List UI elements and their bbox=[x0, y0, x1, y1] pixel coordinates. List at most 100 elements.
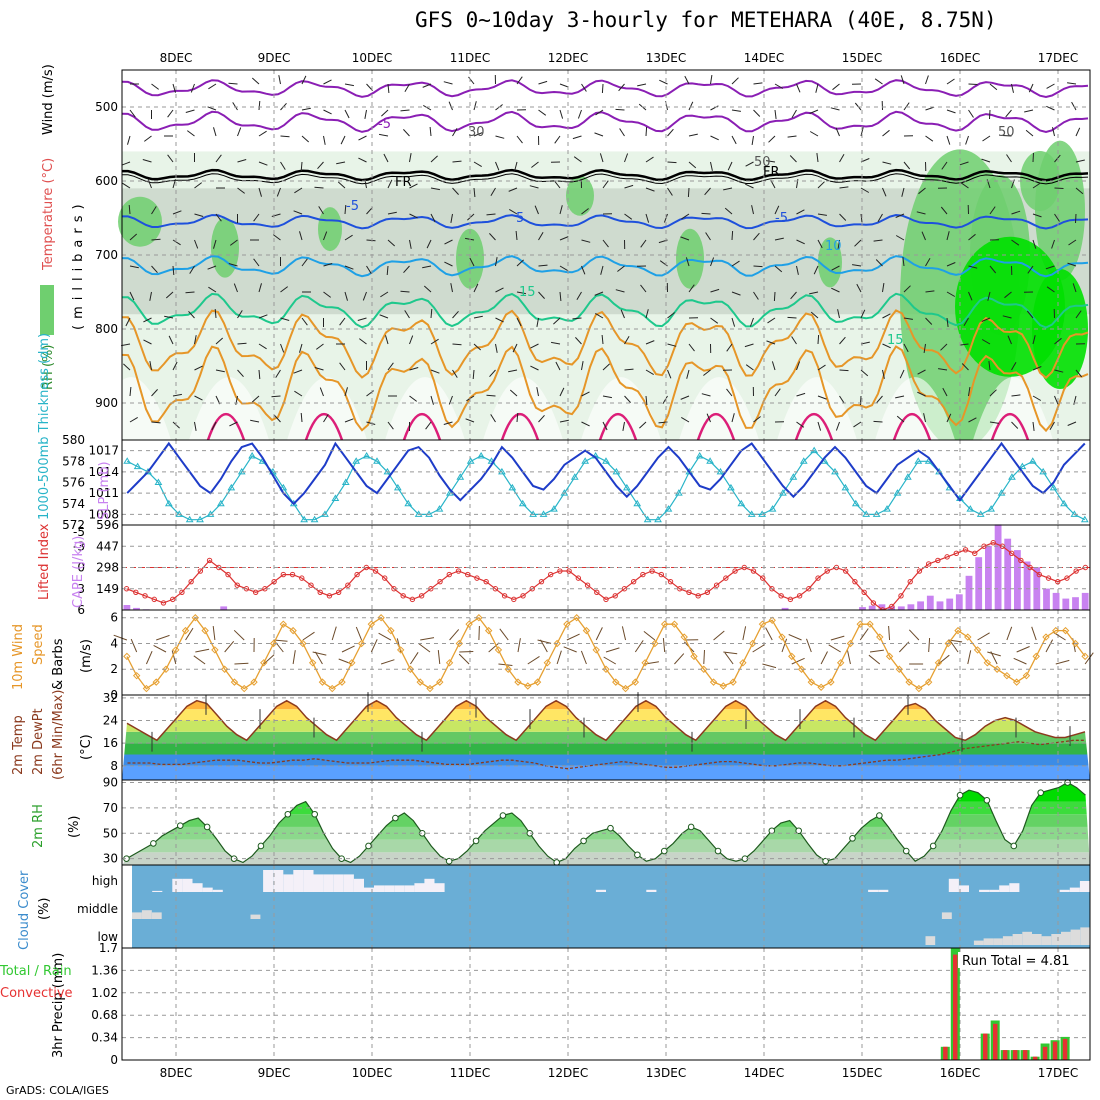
wind10m-barb bbox=[566, 633, 580, 641]
cloud-cell bbox=[343, 874, 354, 892]
wind10m-barb bbox=[437, 650, 441, 665]
wind-barb bbox=[640, 284, 647, 293]
cloud-cell bbox=[363, 887, 374, 892]
wind-speed-marker bbox=[846, 639, 855, 648]
wind-barb bbox=[925, 257, 931, 267]
wind-barb bbox=[903, 161, 911, 170]
wind-barb bbox=[968, 233, 976, 241]
wind-barb bbox=[916, 211, 926, 215]
wind-barb bbox=[774, 109, 777, 119]
wind-barb bbox=[172, 393, 182, 397]
wind-barb bbox=[300, 412, 303, 423]
wind10m-barb bbox=[603, 656, 617, 665]
wind-barb bbox=[495, 161, 500, 171]
lifted-ytick-1: -3 bbox=[73, 539, 85, 553]
wind-barb bbox=[344, 204, 347, 215]
wind-barb bbox=[403, 129, 410, 137]
wind-barb bbox=[211, 421, 217, 431]
lifted-marker bbox=[870, 600, 877, 606]
lifted-marker bbox=[271, 578, 277, 585]
rh-marker bbox=[876, 812, 883, 819]
wind10m-barb bbox=[908, 629, 920, 641]
cape-bar bbox=[917, 601, 924, 610]
cloud-cell bbox=[925, 936, 936, 945]
diurnal-lobe-6 bbox=[679, 377, 759, 440]
wind-barb bbox=[559, 419, 569, 423]
wind-barb bbox=[749, 317, 754, 327]
wind-barb bbox=[385, 335, 389, 345]
wind-barb bbox=[624, 213, 633, 220]
lifted-marker bbox=[630, 578, 637, 585]
wind-barb bbox=[753, 109, 761, 117]
wind-barb bbox=[409, 213, 418, 219]
rh-marker bbox=[634, 851, 641, 859]
rh-marker bbox=[795, 827, 803, 835]
lifted-marker bbox=[824, 568, 830, 574]
thickness-marker bbox=[851, 499, 860, 507]
wind-barb bbox=[429, 126, 432, 137]
isotherm-magenta-8 bbox=[990, 412, 1030, 441]
wind-ytick-3: 6 bbox=[110, 611, 118, 625]
wind-barb bbox=[509, 389, 518, 397]
wind-speed-marker bbox=[220, 665, 229, 673]
precip-conv-bar bbox=[993, 1023, 998, 1060]
precip-conv-bar bbox=[943, 1046, 948, 1060]
wind10m-barb bbox=[233, 629, 245, 641]
precip-conv-bar bbox=[1042, 1046, 1048, 1060]
lifted-marker bbox=[1073, 568, 1079, 574]
wind-barb bbox=[422, 265, 432, 269]
wind-barb bbox=[337, 181, 346, 189]
wind-speed-marker bbox=[563, 620, 571, 628]
cloud-cell bbox=[983, 938, 994, 945]
wind-barb bbox=[796, 265, 799, 275]
wind-barb bbox=[645, 213, 650, 223]
wind-barb bbox=[426, 239, 432, 249]
wind-barb bbox=[882, 313, 891, 319]
wind-speed-marker bbox=[807, 678, 816, 686]
wind-barb bbox=[667, 369, 672, 379]
lifted-ylabel: Lifted Index bbox=[37, 523, 52, 600]
cape-bar bbox=[1004, 538, 1012, 610]
wind10m-barb bbox=[314, 651, 323, 665]
wind-barb bbox=[323, 414, 329, 423]
cloud-cell bbox=[1079, 881, 1090, 892]
wind10m-barb bbox=[888, 625, 891, 641]
cape-ytick-3: 149 bbox=[96, 582, 119, 596]
wind10m-barb bbox=[724, 652, 734, 665]
date-label-top-8: 16DEC bbox=[940, 51, 980, 65]
cloud-cell bbox=[1069, 887, 1080, 892]
wind10m-barb bbox=[662, 638, 666, 653]
wind-barb bbox=[615, 108, 625, 111]
wind-barb bbox=[946, 135, 951, 145]
wind-barb bbox=[187, 130, 195, 137]
wind-barb bbox=[172, 210, 182, 215]
thickness-marker bbox=[883, 505, 891, 512]
wind-barb bbox=[645, 309, 649, 319]
contour-label-8: 15 bbox=[887, 333, 904, 348]
wind-barb bbox=[380, 291, 389, 298]
diurnal-lobe-5 bbox=[581, 377, 661, 440]
wind-barb bbox=[280, 286, 289, 293]
cloud-cell bbox=[384, 885, 395, 892]
wind-barb bbox=[1075, 310, 1082, 319]
wind-speed-marker bbox=[152, 678, 160, 686]
wind-barb bbox=[403, 265, 410, 274]
wind-barb bbox=[923, 343, 926, 353]
isotherm-magenta-0 bbox=[206, 412, 246, 441]
lifted-marker bbox=[151, 596, 157, 603]
wind-barb bbox=[815, 83, 819, 93]
wind-barb bbox=[817, 421, 822, 431]
wind-speed-marker bbox=[123, 652, 131, 661]
wind10m-barb bbox=[791, 657, 805, 665]
thickness-marker bbox=[768, 505, 777, 512]
upper-ytick-4: 900 bbox=[95, 396, 118, 410]
wind-barb bbox=[796, 361, 801, 371]
isotherm-purple-top bbox=[121, 79, 1089, 99]
wind10m-barb bbox=[499, 628, 509, 641]
wind-barb bbox=[896, 415, 905, 423]
temp-band-0 bbox=[122, 765, 1090, 780]
wind10m-barb bbox=[847, 650, 851, 665]
wind-speed-marker bbox=[631, 678, 640, 686]
wind-barb bbox=[167, 109, 174, 118]
